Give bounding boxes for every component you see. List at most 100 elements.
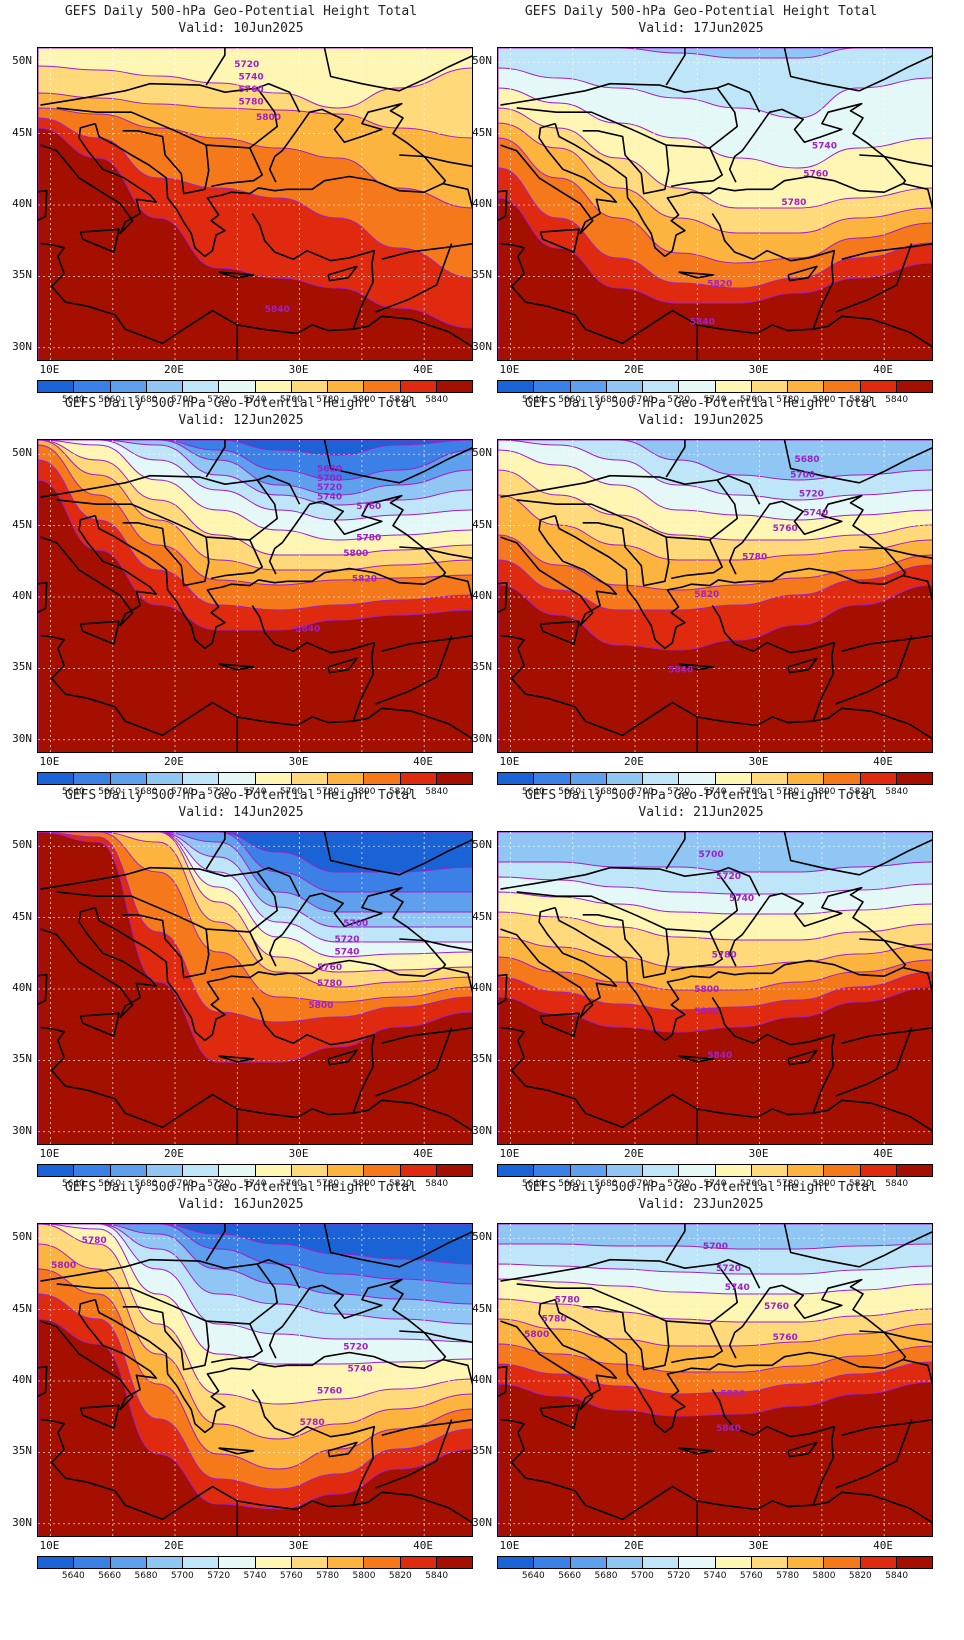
- map-panel-4: GEFS Daily 500-hPa Geo-Potential Height …: [460, 392, 942, 802]
- colorbar-label: 5680: [134, 1571, 158, 1581]
- colorbar-label: 5840: [885, 395, 909, 405]
- colorbar-label: 5780: [316, 1571, 340, 1581]
- coastline: [787, 265, 818, 282]
- colorbar-swatch: [679, 381, 716, 392]
- colorbar-label: 5740: [703, 395, 727, 405]
- coastline: [327, 1441, 358, 1458]
- contour-label: 5740: [803, 508, 828, 518]
- colorbar-swatch: [751, 381, 788, 392]
- coastline: [218, 1055, 255, 1063]
- colorbar-swatch: [146, 1557, 183, 1568]
- coastline: [94, 907, 288, 1042]
- coastline: [539, 228, 580, 253]
- colorbar-label: 5640: [61, 395, 85, 405]
- contour-label: 5760: [773, 1333, 798, 1343]
- coastline: [813, 1491, 932, 1524]
- lat-label: 30N: [472, 731, 492, 745]
- coastline: [205, 440, 226, 478]
- colorbar-swatch: [643, 1557, 680, 1568]
- coastline: [813, 1099, 932, 1132]
- coastline: [582, 914, 670, 979]
- colorbar-label: 5640: [521, 787, 545, 797]
- coastline: [399, 938, 472, 951]
- colorbar-swatch: [715, 1557, 752, 1568]
- lon-label: 30E: [748, 363, 769, 376]
- contour-label: 5820: [694, 590, 719, 600]
- colorbar-label: 5740: [243, 787, 267, 797]
- colorbar-label: 5760: [739, 787, 763, 797]
- coastline: [40, 82, 278, 149]
- coastline: [40, 866, 278, 933]
- contour-label: 5780: [300, 1418, 325, 1428]
- contour-label: 5800: [256, 113, 281, 123]
- contour-label: 5840: [690, 317, 715, 327]
- colorbar-swatch: [328, 1165, 365, 1176]
- colorbar: [497, 380, 933, 393]
- colorbar-label: 5700: [630, 395, 654, 405]
- panel-valid-date: Valid: 21Jun2025: [638, 805, 764, 820]
- coastline: [783, 440, 932, 484]
- colorbar-swatch: [824, 773, 861, 784]
- colorbar-label: 5680: [594, 787, 618, 797]
- colorbar-swatch: [715, 773, 752, 784]
- colorbar-swatch: [219, 1557, 256, 1568]
- colorbar-swatch: [498, 1557, 535, 1568]
- contour-label: 5720: [343, 1343, 368, 1353]
- height-map: 5700 5720 5740 5760 5780 5760 5780 5800 5820 5840: [497, 1223, 933, 1537]
- colorbar-swatch: [364, 1557, 401, 1568]
- height-band: [498, 197, 932, 360]
- coastline: [678, 1055, 715, 1063]
- contour-label: 5680: [317, 464, 342, 474]
- coastline: [268, 494, 447, 585]
- map-svg: 5680 5700 5720 5740 5760 5780 5820 5840: [498, 440, 932, 752]
- colorbar-swatch: [715, 1165, 752, 1176]
- coastline: [79, 1404, 120, 1429]
- lat-label: 35N: [472, 660, 492, 674]
- colorbar-swatch: [291, 1557, 328, 1568]
- colorbar-label: 5700: [170, 395, 194, 405]
- colorbar-swatch: [183, 1557, 220, 1568]
- map-svg: 5700 5720 5740 5780 5800 5820 5840: [498, 832, 932, 1144]
- contour-label: 5840: [668, 665, 693, 675]
- colorbar-swatch: [860, 381, 897, 392]
- coastline: [122, 522, 210, 587]
- coastline: [787, 1441, 818, 1458]
- contour-label: 5780: [555, 1296, 580, 1306]
- coastline: [268, 886, 447, 977]
- colorbar: [497, 1556, 933, 1569]
- map-panel-8: GEFS Daily 500-hPa Geo-Potential Height …: [460, 1176, 942, 1586]
- lon-label: 20E: [624, 363, 644, 376]
- colorbar-swatch: [788, 1557, 825, 1568]
- coastline: [40, 474, 278, 541]
- colorbar: [37, 380, 473, 393]
- coastline: [841, 1358, 932, 1436]
- panel-valid-date: Valid: 23Jun2025: [638, 1197, 764, 1212]
- coastline: [671, 1323, 723, 1364]
- coastline: [79, 228, 120, 253]
- coastline: [38, 1365, 48, 1397]
- colorbar-label: 5820: [848, 787, 872, 797]
- colorbar-swatch: [74, 1557, 111, 1568]
- colorbar-swatch: [498, 381, 535, 392]
- contour-label: 5780: [82, 1236, 107, 1246]
- coastline: [554, 907, 748, 1042]
- lon-label: 30E: [288, 755, 309, 768]
- lat-label: 30N: [12, 1123, 32, 1137]
- colorbar-label: 5720: [667, 395, 691, 405]
- lat-label: 45N: [472, 909, 492, 923]
- lon-label: 30E: [288, 1539, 309, 1552]
- contour-label: 5820: [694, 1007, 719, 1017]
- coastline: [716, 866, 761, 897]
- colorbar-label: 5640: [521, 1179, 545, 1189]
- colorbar-swatch: [255, 1165, 292, 1176]
- lat-label: 50N: [12, 1230, 32, 1244]
- contour-label: 5740: [348, 1365, 373, 1375]
- colorbar-swatch: [860, 1557, 897, 1568]
- colorbar-label: 5740: [243, 1571, 267, 1581]
- colorbar-label: 5700: [630, 1179, 654, 1189]
- height-band: [498, 584, 932, 752]
- coastline: [218, 663, 255, 671]
- colorbar-swatch: [183, 381, 220, 392]
- colorbar-swatch: [570, 381, 607, 392]
- colorbar-label: 5760: [279, 1571, 303, 1581]
